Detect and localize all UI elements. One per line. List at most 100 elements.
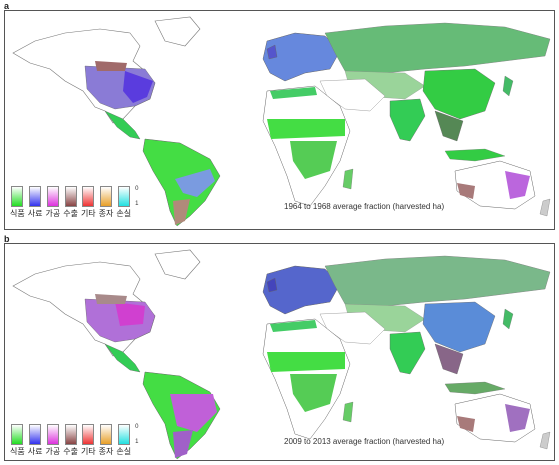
legend-swatch — [100, 186, 113, 207]
legend-label: 수출 — [63, 209, 78, 218]
legend-label: 손실 — [116, 209, 132, 218]
map-panel-b — [4, 243, 555, 461]
world-map-b — [12, 249, 551, 460]
legend-label: 가공 — [45, 209, 61, 218]
legend-swatch — [82, 424, 95, 445]
central-africa — [290, 374, 337, 412]
legend-item-loss: 손실 — [116, 424, 131, 456]
usa-east — [123, 71, 153, 103]
argentina — [173, 199, 190, 225]
legend-item-seed: 종자 — [98, 186, 114, 218]
southeast-asia — [434, 110, 464, 142]
uk — [266, 277, 278, 293]
legend-label: 사료 — [27, 447, 43, 456]
legend-item-processing: 가공 — [45, 424, 60, 456]
greenland — [154, 249, 201, 280]
central-america — [104, 343, 141, 373]
sahel — [267, 352, 345, 372]
panel-a-letter: a — [4, 1, 10, 11]
australia-east — [505, 404, 530, 432]
legend-swatch — [117, 186, 130, 207]
legend-swatch — [29, 186, 42, 207]
legend-swatch — [29, 424, 42, 445]
legend-label: 종자 — [98, 209, 114, 218]
panel-b-caption: 2009 to 2013 average fraction (harvested… — [284, 437, 445, 446]
legend-item-processing: 가공 — [45, 186, 60, 218]
new-zealand — [539, 431, 551, 450]
europe — [262, 32, 341, 82]
legend-item-other: 기타 — [81, 424, 96, 456]
legend-swatch — [11, 424, 24, 445]
central-africa — [290, 141, 337, 179]
legend-label: 식품 — [10, 447, 25, 456]
sahel — [267, 119, 345, 139]
australia-southwest — [457, 183, 475, 199]
legend-label: 손실 — [116, 447, 132, 456]
legend-item-food: 식품 — [10, 186, 25, 218]
india — [389, 331, 426, 375]
legend-swatch — [46, 424, 59, 445]
scale-top: 0 — [135, 424, 139, 430]
legend-item-feed: 사료 — [27, 424, 43, 456]
legend-item-export: 수출 — [63, 186, 78, 218]
north-africa-coast — [270, 320, 317, 332]
new-zealand — [539, 198, 551, 217]
china — [422, 68, 496, 120]
india — [389, 98, 426, 142]
uk — [266, 44, 278, 60]
legend-swatch — [82, 186, 95, 207]
panel-a-caption: 1964 to 1968 average fraction (harvested… — [284, 202, 445, 211]
legend-item-feed: 사료 — [27, 186, 43, 218]
legend-swatch — [11, 186, 24, 207]
australia-east — [505, 171, 530, 199]
japan — [502, 308, 514, 330]
indonesia — [444, 148, 506, 162]
legend-swatch — [100, 424, 113, 445]
japan — [502, 75, 514, 97]
legend-swatch — [64, 424, 77, 445]
scale-bottom: 1 — [135, 201, 139, 207]
legend-label: 기타 — [80, 447, 96, 456]
legend-label: 종자 — [98, 447, 114, 456]
legend-label: 가공 — [45, 447, 61, 456]
legend-label: 기타 — [80, 209, 96, 218]
europe — [262, 265, 341, 315]
canada-prairie — [95, 294, 127, 304]
china — [422, 301, 496, 353]
indonesia — [444, 381, 506, 395]
panel-b-letter: b — [4, 234, 10, 244]
legend-item-other: 기타 — [81, 186, 96, 218]
madagascar — [342, 168, 354, 190]
legend-label: 사료 — [27, 209, 43, 218]
legend-swatch — [117, 424, 130, 445]
legend-label: 식품 — [10, 209, 25, 218]
scale-top: 0 — [135, 186, 139, 192]
world-map-a — [12, 16, 551, 227]
scale-bottom: 1 — [135, 439, 139, 445]
australia-southwest — [457, 416, 475, 432]
central-america — [104, 110, 141, 140]
canada-prairie — [95, 61, 127, 71]
legend-swatch — [46, 186, 59, 207]
russia — [324, 255, 551, 307]
north-africa-coast — [270, 87, 317, 99]
legend-item-food: 식품 — [10, 424, 25, 456]
legend-item-seed: 종자 — [98, 424, 114, 456]
southeast-asia — [434, 343, 464, 375]
usa-midwest — [115, 302, 145, 326]
brazil-south — [175, 169, 215, 197]
legend-item-loss: 손실 — [116, 186, 131, 218]
legend-swatch — [64, 186, 77, 207]
argentina — [173, 430, 193, 458]
map-panel-a — [4, 10, 555, 230]
legend-label: 수출 — [63, 447, 78, 456]
greenland — [154, 16, 201, 47]
brazil-south — [170, 394, 217, 432]
russia — [324, 22, 551, 74]
legend-item-export: 수출 — [63, 424, 78, 456]
madagascar — [342, 401, 354, 423]
